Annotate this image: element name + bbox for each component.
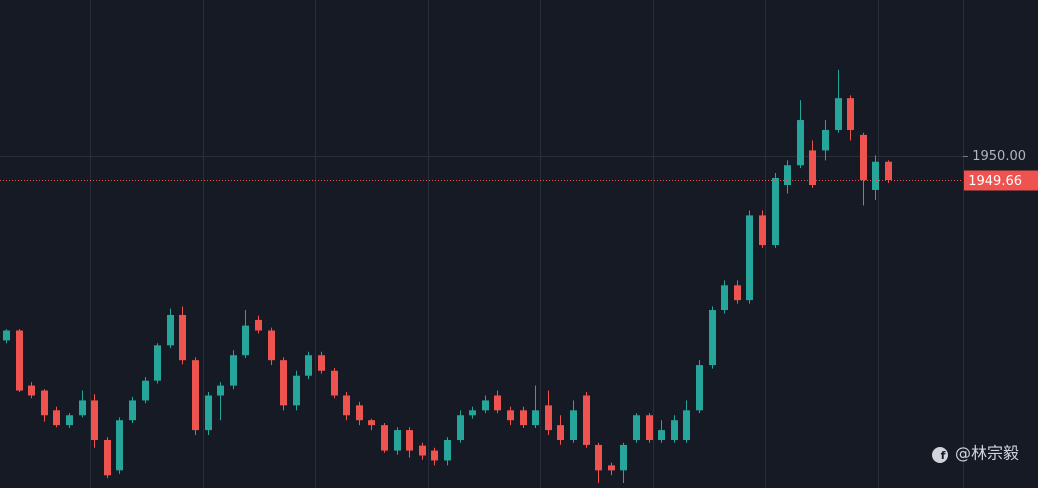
candle-body xyxy=(331,370,338,396)
candle-body xyxy=(507,410,514,421)
candle-body xyxy=(835,98,842,130)
candle-body xyxy=(671,420,678,440)
y-tick-label: 1950.00 xyxy=(972,149,1026,164)
candle-body xyxy=(646,415,653,440)
candle-body xyxy=(394,430,401,451)
candle-body xyxy=(545,405,552,431)
candle-body xyxy=(142,380,149,401)
candle-body xyxy=(595,444,602,471)
candle-body xyxy=(205,395,212,431)
candle-body xyxy=(721,285,728,311)
candle-body xyxy=(620,444,627,471)
candle-body xyxy=(268,330,275,361)
candle-body xyxy=(293,375,300,406)
candle-body xyxy=(53,410,60,426)
candle-body xyxy=(885,161,892,181)
candle-body xyxy=(734,285,741,301)
candle-body xyxy=(469,410,476,416)
candle-body xyxy=(406,430,413,451)
candle-body xyxy=(872,161,879,190)
candle-body xyxy=(66,415,73,426)
watermark-icon xyxy=(932,447,948,463)
candle-body xyxy=(709,310,716,366)
candle-body xyxy=(784,165,791,186)
candle-body xyxy=(683,410,690,440)
candle-body xyxy=(444,439,451,461)
candle-body xyxy=(280,360,287,406)
candle-body xyxy=(570,410,577,440)
candle-body xyxy=(746,215,753,301)
candle-body xyxy=(772,177,779,246)
candle-body xyxy=(28,385,35,396)
candle-body xyxy=(104,439,111,476)
candle-body xyxy=(583,395,590,445)
watermark-icon-glyph: f xyxy=(941,449,946,462)
candle-body xyxy=(457,415,464,440)
candle-body xyxy=(91,400,98,440)
candle-body xyxy=(16,330,23,391)
candle-body xyxy=(192,360,199,431)
candle-body xyxy=(368,420,375,426)
candle-body xyxy=(860,134,867,181)
candle-body xyxy=(3,330,10,341)
candle-body xyxy=(116,420,123,471)
candle-body xyxy=(633,415,640,440)
candle-body xyxy=(419,445,426,456)
candle-body xyxy=(809,150,816,186)
candles xyxy=(3,69,892,484)
watermark: f @林宗毅 xyxy=(932,444,1019,463)
candle-body xyxy=(167,314,174,346)
candle-body xyxy=(217,385,224,396)
watermark-text: @林宗毅 xyxy=(955,444,1019,463)
candle-body xyxy=(658,430,665,440)
candle-body xyxy=(255,319,262,331)
candle-body xyxy=(608,465,615,471)
candle-body xyxy=(79,400,86,416)
candle-body xyxy=(356,405,363,421)
candle-body xyxy=(381,425,388,451)
candle-body xyxy=(343,395,350,416)
candle-body xyxy=(847,98,854,130)
candle-body xyxy=(318,355,325,371)
candle-body xyxy=(520,410,527,426)
time-grid xyxy=(90,0,879,488)
candle-body xyxy=(532,410,539,426)
candle-body xyxy=(41,390,48,416)
candle-body xyxy=(696,365,703,411)
candle-body xyxy=(242,325,249,356)
candle-body xyxy=(759,215,766,246)
candle-body xyxy=(154,345,161,381)
candle-body xyxy=(179,314,186,361)
last-price-box xyxy=(964,170,1038,191)
candle-body xyxy=(494,395,501,411)
candle-body xyxy=(797,120,804,166)
last-price-label: 1949.66 xyxy=(968,174,1022,189)
candle-body xyxy=(129,400,136,421)
candle-body xyxy=(305,355,312,376)
candle-body xyxy=(822,129,829,151)
candle-body xyxy=(230,355,237,386)
candle-body xyxy=(557,425,564,440)
candle-body xyxy=(431,450,438,461)
candle-body xyxy=(482,400,489,411)
